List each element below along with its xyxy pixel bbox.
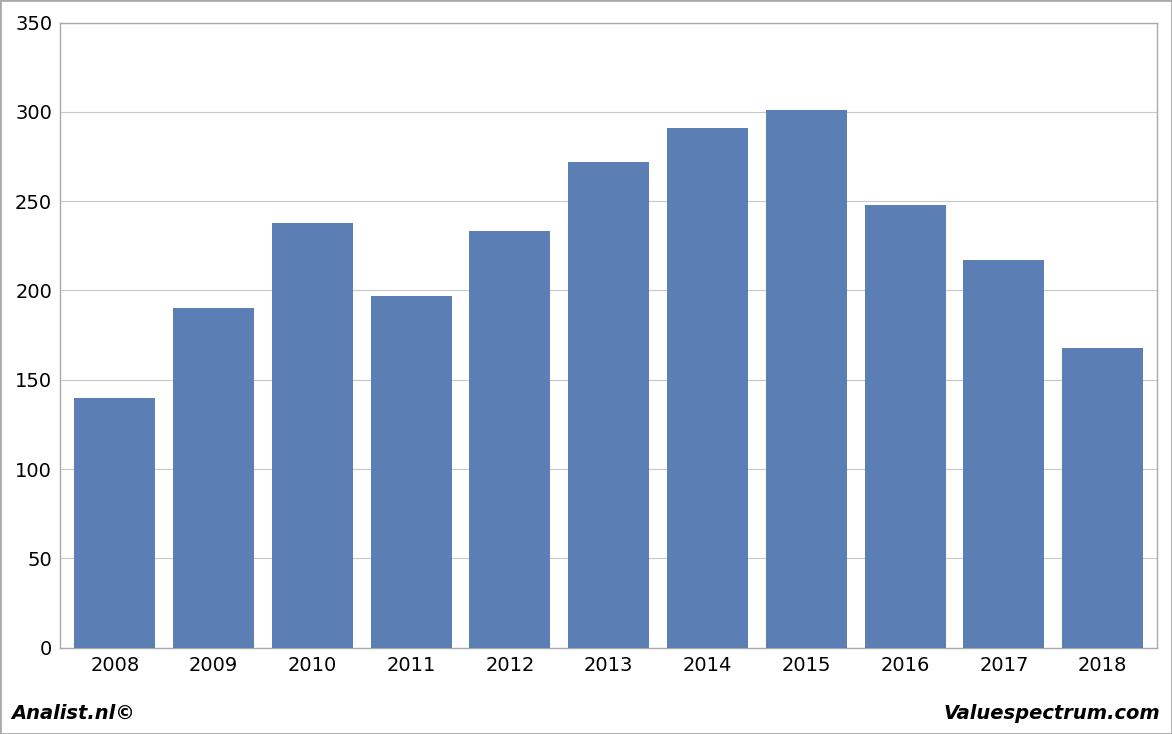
Text: Analist.nl©: Analist.nl© [12,704,136,723]
Bar [272,222,353,647]
Bar [865,205,946,647]
Bar [470,231,551,647]
Text: Valuespectrum.com: Valuespectrum.com [943,704,1160,723]
Bar [667,128,748,647]
Bar [1062,348,1143,647]
Bar [173,308,254,647]
Bar [765,110,847,647]
Bar [74,398,156,647]
Bar [568,161,649,647]
Bar [370,296,451,647]
Bar [963,260,1044,647]
